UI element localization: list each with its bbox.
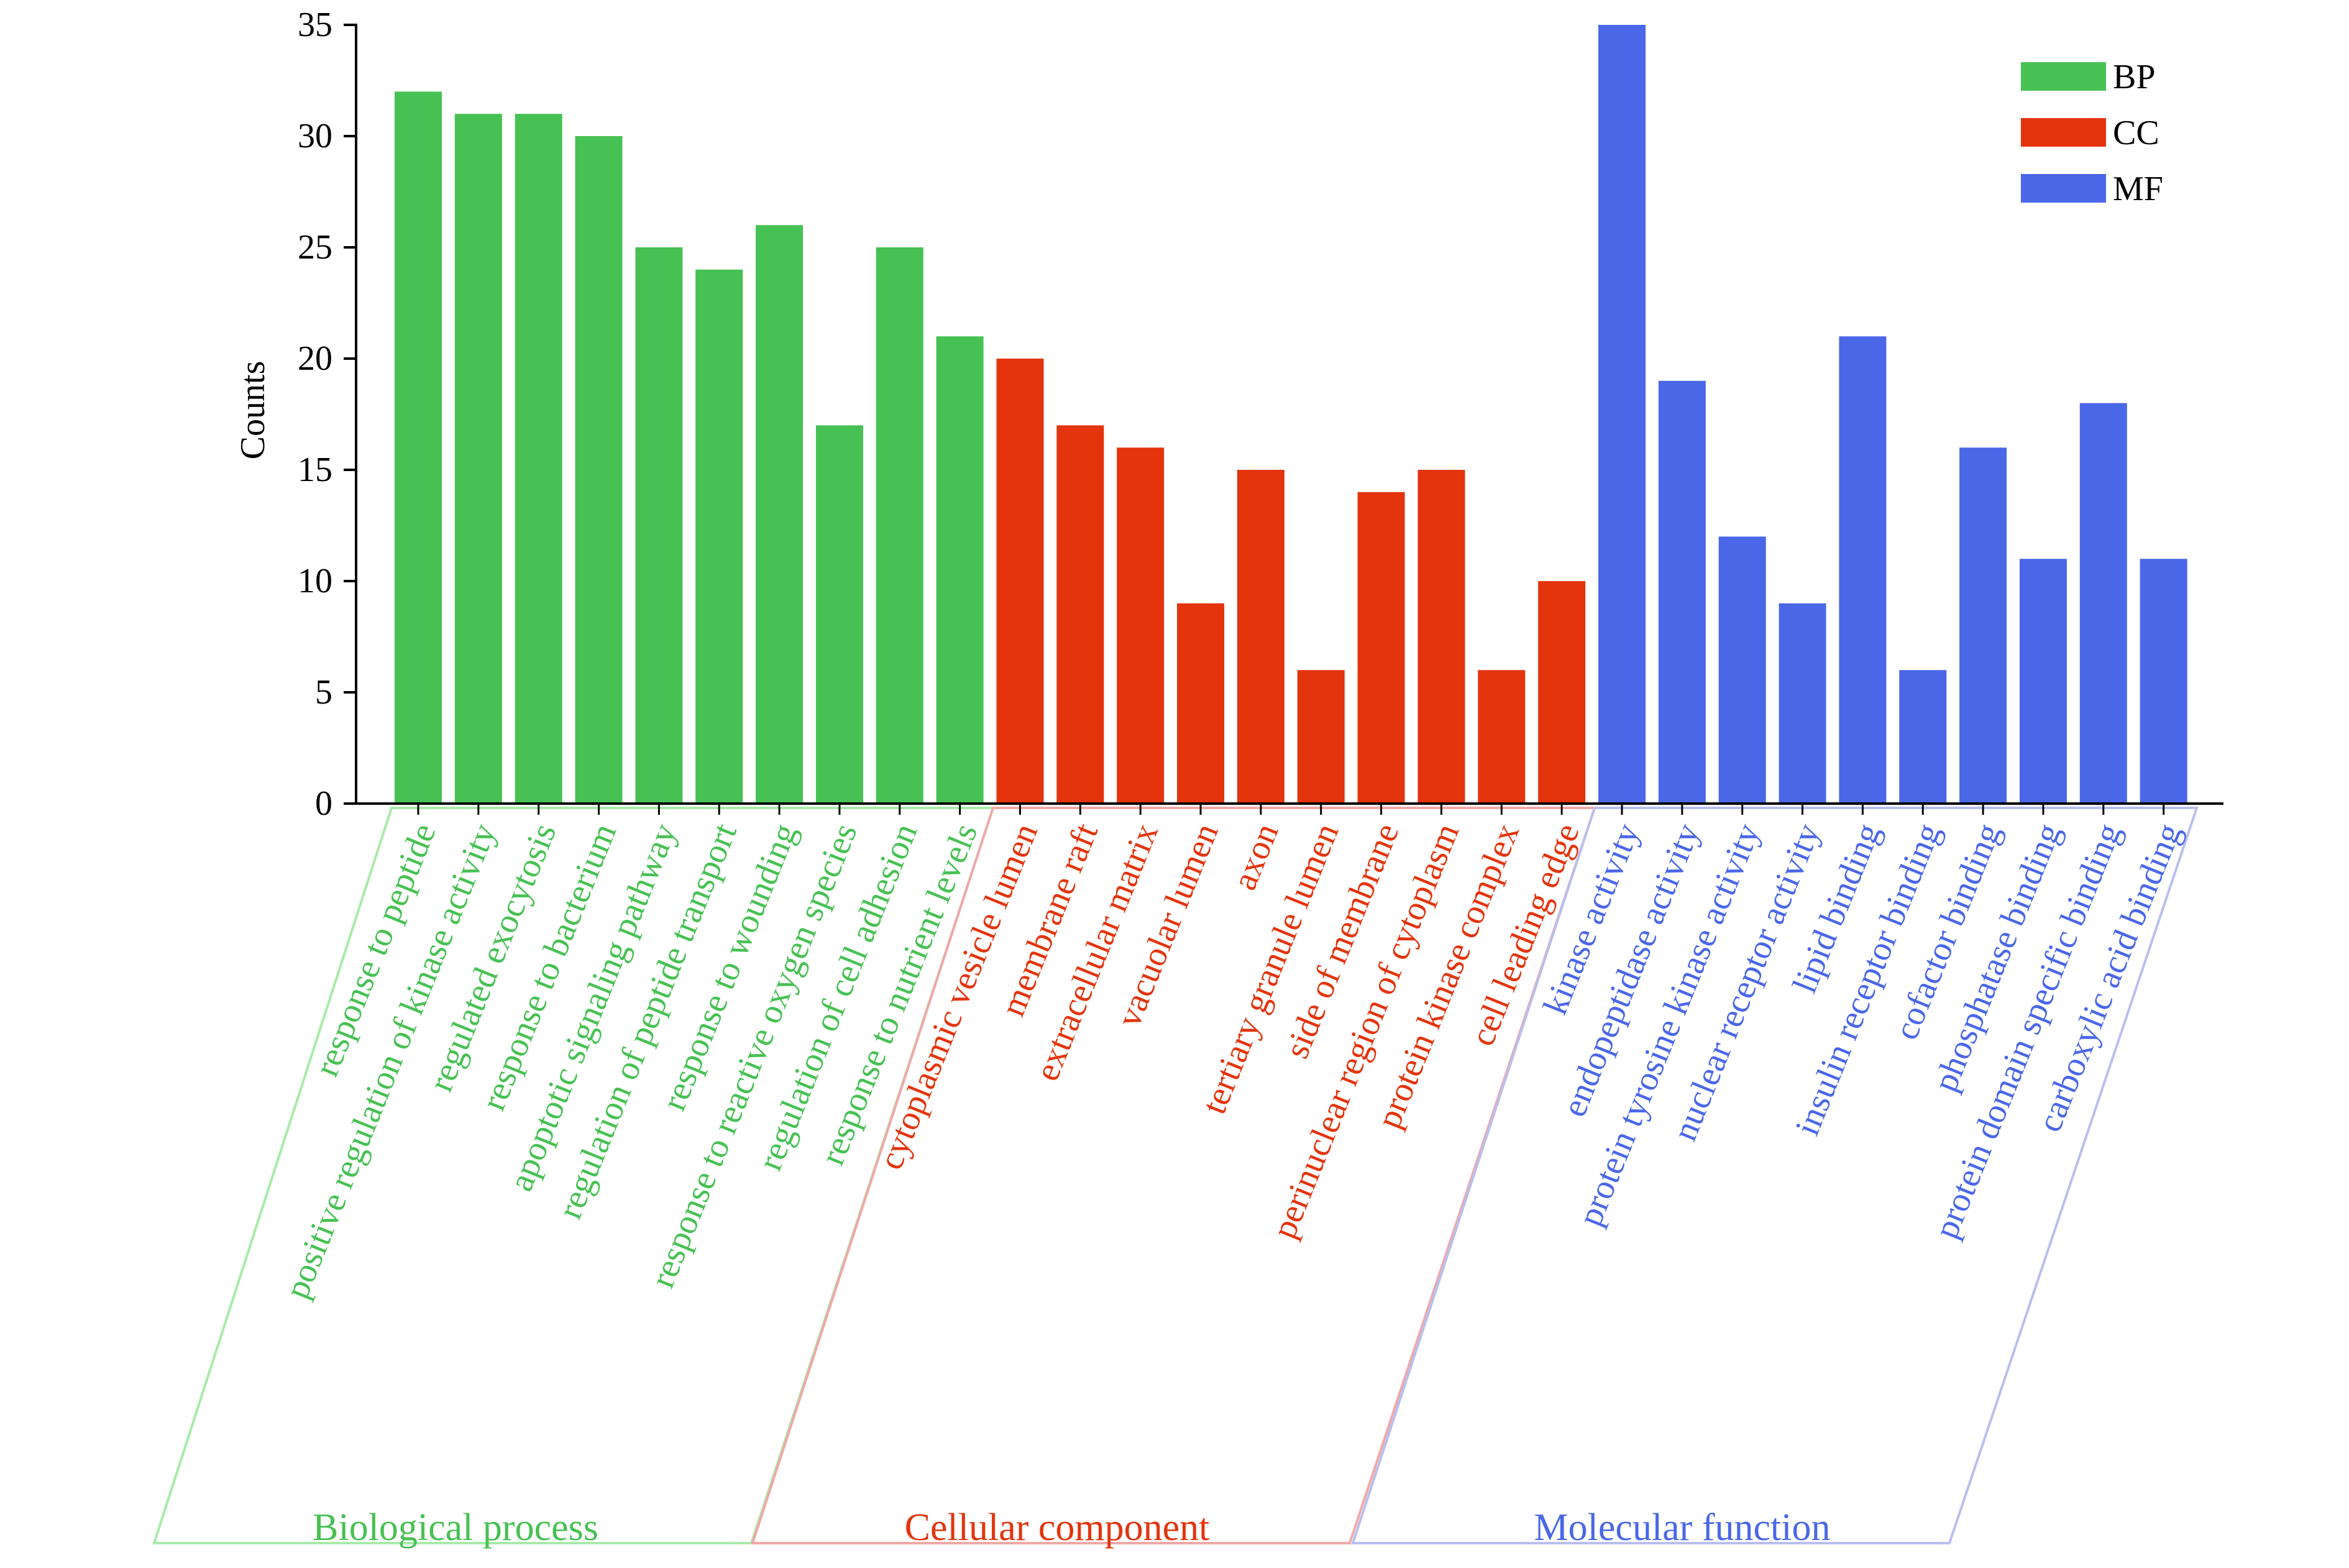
y-tick-label: 25 bbox=[298, 228, 332, 267]
legend-label-mf: MF bbox=[2113, 170, 2163, 208]
group-label-mf: Molecular function bbox=[1534, 1506, 1831, 1549]
group-label-cc: Cellular component bbox=[905, 1506, 1210, 1549]
legend-label-cc: CC bbox=[2113, 114, 2159, 152]
y-axis-label: Counts bbox=[234, 361, 272, 460]
bar-bp-4 bbox=[575, 136, 623, 804]
y-tick-label: 30 bbox=[298, 117, 332, 155]
y-tick-label: 0 bbox=[315, 784, 332, 823]
bar-cc-1 bbox=[996, 359, 1044, 804]
bar-bp-3 bbox=[515, 114, 562, 804]
bar-bp-1 bbox=[395, 91, 442, 804]
x-tick-label: axon bbox=[1225, 818, 1286, 895]
legend-label-bp: BP bbox=[2113, 58, 2156, 96]
legend: BP CC MF bbox=[2021, 58, 2163, 208]
bar-bp-5 bbox=[635, 247, 683, 804]
bar-cc-3 bbox=[1117, 447, 1165, 804]
bar-cc-4 bbox=[1177, 603, 1225, 804]
bar-cc-5 bbox=[1237, 470, 1284, 804]
group-frames bbox=[152, 807, 2199, 1544]
legend-swatch-bp bbox=[2021, 62, 2106, 91]
group-frame-mf bbox=[1351, 807, 2199, 1544]
y-tick-label: 15 bbox=[298, 451, 332, 489]
y-tick-label: 35 bbox=[298, 6, 332, 44]
group-frame-cc bbox=[751, 807, 1596, 1544]
bar-mf-7 bbox=[1959, 447, 2007, 804]
bar-mf-8 bbox=[2019, 559, 2067, 804]
group-label-bp: Biological process bbox=[313, 1506, 598, 1549]
bar-mf-5 bbox=[1839, 336, 1887, 804]
bar-cc-7 bbox=[1357, 492, 1405, 804]
bar-mf-4 bbox=[1779, 603, 1826, 804]
bar-cc-2 bbox=[1056, 425, 1104, 804]
legend-swatch-cc bbox=[2021, 118, 2106, 147]
bar-mf-3 bbox=[1718, 536, 1766, 804]
y-tick-label: 5 bbox=[315, 673, 332, 712]
legend-swatch-mf bbox=[2021, 174, 2106, 203]
bars bbox=[395, 25, 2187, 804]
bar-bp-10 bbox=[936, 336, 984, 804]
bar-mf-6 bbox=[1899, 670, 1947, 804]
bar-mf-10 bbox=[2140, 559, 2187, 804]
bar-cc-6 bbox=[1297, 670, 1345, 804]
bar-mf-2 bbox=[1658, 380, 1706, 804]
bar-cc-10 bbox=[1538, 581, 1586, 804]
bar-mf-9 bbox=[2079, 403, 2127, 804]
group-labels: Biological process Cellular component Mole… bbox=[313, 1506, 1830, 1549]
bar-mf-1 bbox=[1598, 25, 1646, 804]
bar-cc-9 bbox=[1478, 670, 1526, 804]
bar-bp-6 bbox=[695, 269, 743, 804]
y-tick-label: 20 bbox=[298, 339, 332, 378]
axes: 0 5 10 15 20 25 30 35 bbox=[298, 6, 2223, 823]
bar-bp-2 bbox=[454, 114, 502, 804]
y-tick-label: 10 bbox=[298, 562, 332, 600]
bar-bp-9 bbox=[876, 247, 923, 804]
bar-bp-7 bbox=[756, 225, 804, 804]
bar-bp-8 bbox=[815, 425, 863, 804]
bar-cc-8 bbox=[1417, 470, 1465, 804]
